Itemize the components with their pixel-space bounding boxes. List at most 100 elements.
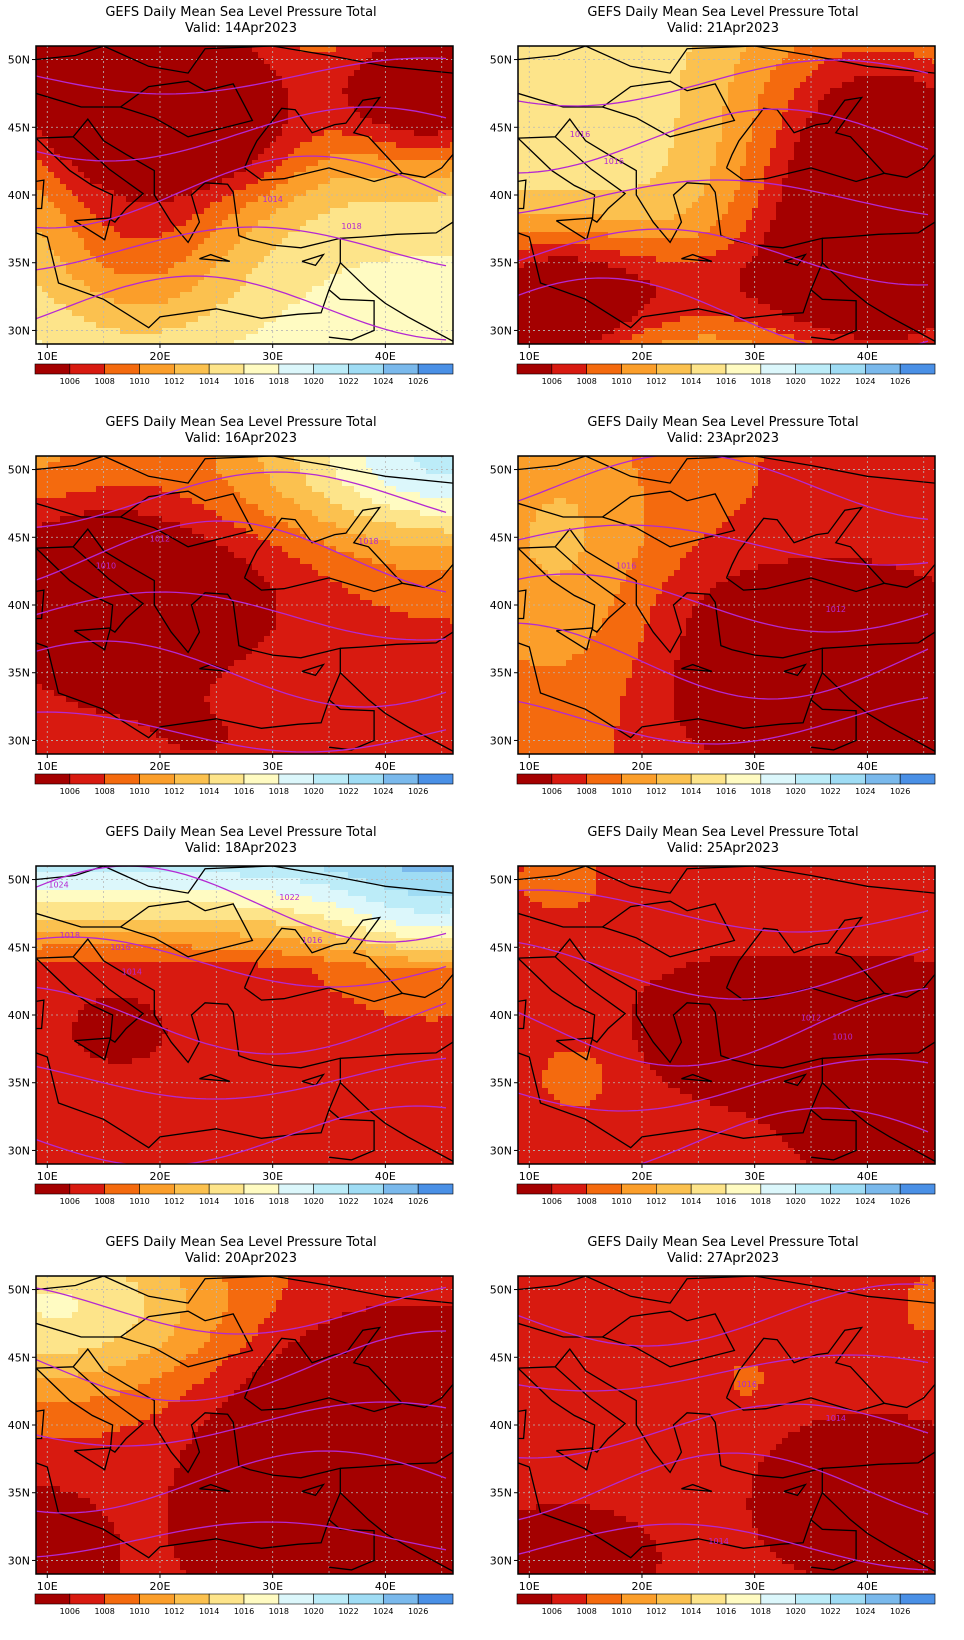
- y-tick-label: 45N: [490, 941, 512, 954]
- colorbar-swatch: [551, 363, 587, 375]
- panel-21apr2023: GEFS Daily Mean Sea Level Pressure Total…: [482, 0, 964, 410]
- colorbar-swatch: [516, 773, 553, 785]
- colorbar-swatch: [348, 1593, 384, 1605]
- y-tick-label: 30N: [8, 324, 30, 337]
- colorbar-label: 1008: [576, 1607, 596, 1616]
- colorbar-label: 1014: [681, 1607, 701, 1616]
- colorbar-label: 1022: [338, 1607, 358, 1616]
- y-tick-label: 35N: [8, 257, 30, 270]
- colorbar-swatch: [725, 1183, 762, 1195]
- colorbar-label: 1016: [716, 1607, 736, 1616]
- y-tick-label: 30N: [8, 734, 30, 747]
- colorbar-swatch: [34, 1593, 71, 1605]
- colorbar-swatch: [208, 363, 245, 375]
- colorbar-label: 1008: [94, 377, 114, 386]
- colorbar: 1006 1008 1010 1012 1014 1016 1018 1020 1022 1024…: [516, 1593, 936, 1616]
- valid-date: Valid: 16Apr2023: [0, 431, 482, 447]
- valid-date: Valid: 14Apr2023: [0, 21, 482, 37]
- y-tick-label: 30N: [490, 324, 512, 337]
- colorbar-swatch: [621, 1183, 657, 1195]
- x-tick-label: 30E: [262, 1580, 283, 1593]
- colorbar-label: 1018: [751, 1607, 771, 1616]
- isobar-label: 1016: [604, 157, 624, 166]
- colorbar-swatch: [516, 1183, 553, 1195]
- isobar-label: 1018: [60, 931, 80, 940]
- y-tick-label: 45N: [8, 531, 30, 544]
- colorbar-swatch: [865, 1593, 901, 1605]
- colorbar-swatch: [551, 1593, 587, 1605]
- y-tick-label: 35N: [490, 667, 512, 680]
- y-tick-label: 45N: [490, 121, 512, 134]
- colorbar-swatch: [795, 1183, 831, 1195]
- colorbar-label: 1014: [681, 787, 701, 796]
- isobar-label: 1012: [801, 1013, 821, 1022]
- coastlines: [36, 1276, 453, 1572]
- colorbar-swatch: [725, 363, 762, 375]
- colorbar-swatch: [899, 773, 936, 785]
- colorbar-label: 1024: [855, 1607, 875, 1616]
- colorbar-label: 1012: [164, 1607, 184, 1616]
- panel-20apr2023: GEFS Daily Mean Sea Level Pressure Total…: [0, 1230, 482, 1640]
- colorbar-swatch: [417, 773, 454, 785]
- colorbar-swatch: [278, 773, 314, 785]
- y-tick-label: 35N: [490, 1077, 512, 1090]
- colorbar-swatch: [586, 1593, 622, 1605]
- isobar-label: 1010: [96, 561, 116, 570]
- chart-title: GEFS Daily Mean Sea Level Pressure Total: [482, 5, 964, 21]
- colorbar-swatch: [551, 773, 587, 785]
- colorbar-swatch: [208, 1593, 245, 1605]
- x-tick-label: 40E: [375, 760, 396, 773]
- panel-14apr2023: GEFS Daily Mean Sea Level Pressure Total…: [0, 0, 482, 410]
- colorbar-label: 1026: [408, 1197, 428, 1206]
- isobar-label: 1016: [737, 1380, 757, 1389]
- colorbar-label: 1026: [890, 1607, 910, 1616]
- pressure-field: [36, 456, 453, 754]
- y-tick-label: 40N: [8, 599, 30, 612]
- colorbar-label: 1014: [199, 787, 219, 796]
- colorbar-swatch: [586, 1183, 622, 1195]
- colorbar-swatch: [656, 773, 692, 785]
- colorbar-label: 1014: [199, 1197, 219, 1206]
- x-tick-label: 10E: [519, 760, 540, 773]
- chart-title: GEFS Daily Mean Sea Level Pressure Total: [0, 5, 482, 21]
- colorbar-label: 1012: [164, 377, 184, 386]
- y-tick-label: 35N: [8, 1077, 30, 1090]
- y-tick-label: 40N: [490, 599, 512, 612]
- colorbar-swatch: [795, 773, 831, 785]
- colorbar-swatch: [208, 1183, 245, 1195]
- colorbar-label: 1018: [269, 1197, 289, 1206]
- colorbar-swatch: [690, 1593, 727, 1605]
- colorbar-swatch: [586, 773, 622, 785]
- colorbar-swatch: [830, 363, 866, 375]
- colorbar-swatch: [174, 363, 210, 375]
- isobars: [36, 471, 447, 753]
- y-tick-label: 50N: [8, 54, 30, 67]
- y-tick-label: 40N: [8, 189, 30, 202]
- colorbar-swatch: [516, 1593, 553, 1605]
- coastlines: [518, 46, 935, 342]
- colorbar: 1006 1008 1010 1012 1014 1016 1018 1020 1022 1024…: [34, 1593, 454, 1616]
- colorbar: 1006 1008 1010 1012 1014 1016 1018 1020 1022 1024…: [34, 363, 454, 386]
- x-tick-label: 40E: [375, 350, 396, 363]
- isobars: [518, 1283, 929, 1571]
- isobar-label: 1016: [302, 936, 322, 945]
- isobar-label: 1010: [832, 1032, 852, 1041]
- colorbar-label: 1024: [855, 787, 875, 796]
- colorbar-label: 1016: [716, 1197, 736, 1206]
- isobars: [36, 866, 447, 1164]
- isobars: [36, 57, 447, 341]
- colorbar-label: 1016: [234, 787, 254, 796]
- colorbar-label: 1018: [751, 787, 771, 796]
- colorbar-label: 1026: [890, 1197, 910, 1206]
- colorbar-swatch: [104, 1183, 140, 1195]
- colorbar-label: 1024: [855, 1197, 875, 1206]
- y-tick-label: 50N: [490, 54, 512, 67]
- y-tick-label: 30N: [490, 734, 512, 747]
- chart-title: GEFS Daily Mean Sea Level Pressure Total: [0, 825, 482, 841]
- colorbar-swatch: [830, 1593, 866, 1605]
- colorbar-swatch: [865, 363, 901, 375]
- isobar-label: 1012: [826, 605, 846, 614]
- colorbar-label: 1018: [269, 1607, 289, 1616]
